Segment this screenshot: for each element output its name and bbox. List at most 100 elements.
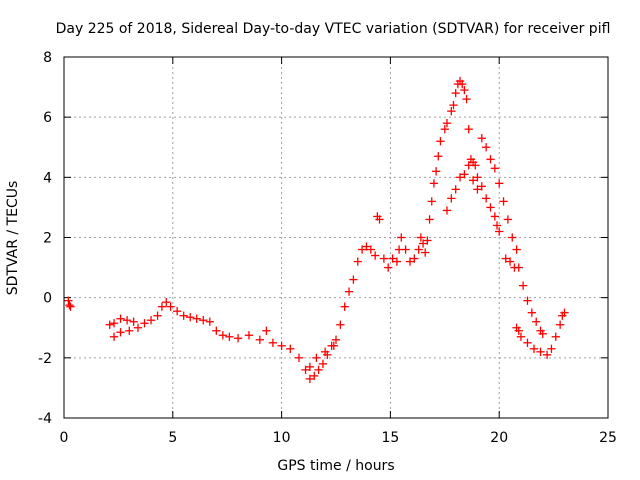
data-point bbox=[460, 170, 469, 179]
data-point bbox=[305, 362, 315, 372]
data-point bbox=[523, 338, 532, 347]
data-point bbox=[173, 307, 182, 316]
data-point bbox=[427, 197, 436, 206]
x-tick-label: 10 bbox=[273, 430, 291, 446]
data-point bbox=[495, 179, 504, 188]
data-point bbox=[286, 344, 295, 353]
data-point bbox=[371, 251, 380, 260]
y-tick-label: -4 bbox=[38, 411, 52, 427]
data-point bbox=[538, 329, 547, 338]
data-point bbox=[442, 119, 452, 128]
y-tick-label: -2 bbox=[38, 351, 52, 367]
data-point bbox=[388, 254, 397, 263]
data-point bbox=[310, 371, 319, 381]
data-point bbox=[212, 326, 221, 335]
data-point bbox=[451, 88, 460, 98]
data-point bbox=[481, 194, 491, 203]
data-point bbox=[431, 167, 441, 176]
data-point bbox=[473, 173, 482, 182]
y-tick-label: 4 bbox=[43, 170, 52, 186]
data-point bbox=[133, 323, 143, 332]
data-point bbox=[495, 227, 504, 236]
data-point bbox=[464, 125, 473, 134]
data-point bbox=[536, 347, 545, 356]
data-point bbox=[486, 203, 495, 212]
data-point bbox=[186, 313, 195, 322]
data-point bbox=[255, 335, 264, 344]
data-point bbox=[464, 161, 473, 170]
data-point bbox=[490, 164, 499, 173]
data-point bbox=[66, 302, 75, 311]
data-point bbox=[455, 173, 465, 182]
data-point bbox=[331, 335, 341, 344]
data-point bbox=[560, 308, 569, 317]
data-point bbox=[425, 215, 434, 224]
data-point bbox=[318, 359, 328, 369]
data-point bbox=[268, 338, 278, 347]
y-axis-label: SDTVAR / TECUs bbox=[5, 181, 21, 296]
y-tick-label: 8 bbox=[43, 50, 52, 66]
data-point bbox=[449, 100, 458, 110]
data-point bbox=[518, 281, 528, 290]
data-point bbox=[527, 308, 536, 317]
data-point bbox=[294, 353, 304, 362]
data-point bbox=[218, 331, 227, 340]
y-tick-label: 0 bbox=[43, 291, 52, 307]
data-point bbox=[122, 316, 132, 325]
data-point bbox=[349, 275, 358, 284]
data-point bbox=[447, 194, 456, 203]
data-point bbox=[481, 143, 491, 152]
data-point bbox=[451, 185, 460, 194]
data-point bbox=[471, 161, 480, 170]
data-point bbox=[477, 182, 486, 191]
data-point bbox=[516, 332, 526, 341]
data-point bbox=[366, 245, 375, 254]
data-point bbox=[262, 326, 271, 335]
data-point bbox=[555, 320, 565, 329]
data-point bbox=[486, 155, 495, 164]
data-point bbox=[353, 257, 362, 266]
data-point bbox=[394, 245, 404, 254]
data-point bbox=[523, 296, 532, 305]
data-point bbox=[492, 221, 502, 230]
data-point bbox=[418, 239, 428, 248]
data-point bbox=[392, 257, 402, 266]
data-point bbox=[314, 365, 323, 375]
x-axis-label: GPS time / hours bbox=[277, 458, 394, 474]
data-point bbox=[109, 332, 119, 341]
data-point bbox=[436, 137, 445, 146]
data-point bbox=[490, 212, 499, 221]
plot-frame bbox=[63, 56, 609, 419]
data-point bbox=[532, 317, 541, 326]
data-point bbox=[499, 197, 508, 206]
ticks: -4 -2 0 2 4 6 8 0 5 10 15 20 25 bbox=[38, 50, 617, 446]
data-point bbox=[442, 206, 452, 215]
data-point bbox=[447, 107, 456, 116]
y-tick-label: 2 bbox=[43, 231, 52, 247]
data-point bbox=[505, 257, 515, 266]
data-point bbox=[384, 263, 393, 272]
data-point bbox=[233, 334, 243, 343]
data-point bbox=[416, 233, 426, 242]
data-point bbox=[551, 332, 560, 341]
data-point bbox=[64, 296, 73, 305]
data-point bbox=[514, 326, 523, 335]
data-point bbox=[205, 317, 214, 326]
data-point bbox=[508, 233, 517, 242]
data-point bbox=[473, 185, 482, 194]
x-tick-label: 15 bbox=[381, 430, 399, 446]
x-tick-label: 20 bbox=[490, 430, 508, 446]
data-point bbox=[277, 341, 286, 350]
data-point bbox=[301, 365, 310, 375]
data-point bbox=[468, 176, 478, 185]
data-point bbox=[125, 326, 134, 335]
data-point bbox=[146, 316, 156, 325]
data-point bbox=[65, 301, 74, 310]
data-point bbox=[547, 344, 556, 353]
data-point bbox=[460, 85, 469, 95]
data-point bbox=[503, 215, 513, 224]
data-point bbox=[401, 245, 410, 254]
data-point bbox=[336, 320, 345, 329]
data-point bbox=[458, 79, 467, 89]
